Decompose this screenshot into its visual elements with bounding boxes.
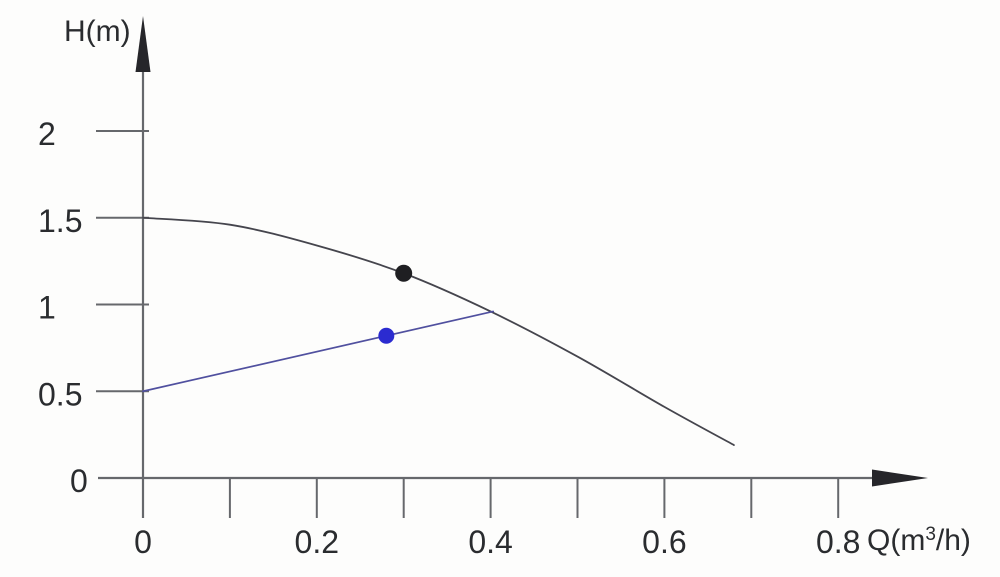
y-tick-label: 0.5 — [38, 376, 82, 412]
x-tick-label: 0 — [134, 524, 152, 560]
x-tick-label: 0.8 — [816, 524, 860, 560]
black-point-marker — [395, 264, 413, 282]
x-tick-label: 0.2 — [295, 524, 339, 560]
y-tick-label: 0 — [70, 463, 88, 499]
pump-head-curve — [142, 216, 735, 446]
y-tick-label: 1 — [38, 290, 56, 326]
x-axis-arrow-icon — [872, 469, 928, 487]
blue-point-marker — [378, 327, 395, 344]
y-tick-label: 1.5 — [38, 203, 82, 239]
y-axis-title: H(m) — [64, 15, 131, 48]
x-axis-title: Q(m3/h) — [867, 524, 971, 557]
x-tick-label: 0.4 — [468, 524, 512, 560]
x-axis-title-prefix: Q(m — [867, 524, 926, 557]
system-line — [142, 310, 495, 393]
x-axis-title-suffix: /h) — [935, 524, 971, 557]
y-axis-arrow-icon — [135, 16, 151, 72]
y-tick-label: 2 — [38, 116, 56, 152]
x-tick-label: 0.6 — [642, 524, 686, 560]
x-axis-title-superscript: 3 — [925, 524, 936, 545]
